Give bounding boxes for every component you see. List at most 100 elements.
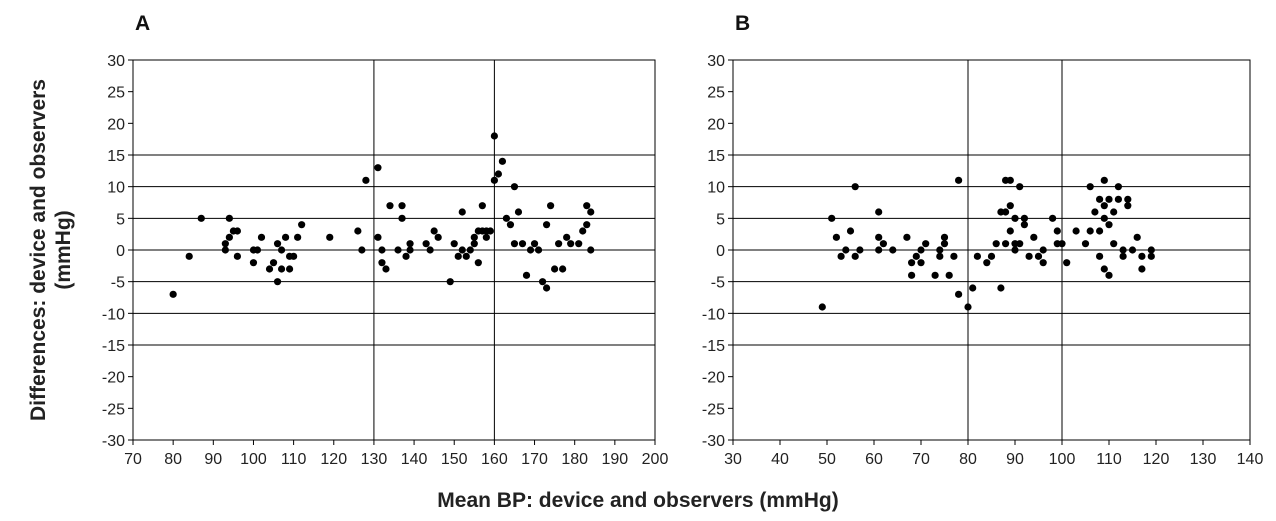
data-point xyxy=(498,157,507,165)
data-point xyxy=(1006,227,1014,235)
data-point xyxy=(583,202,591,210)
data-point xyxy=(474,259,482,267)
data-point xyxy=(1147,252,1155,260)
data-point xyxy=(454,252,462,260)
data-point xyxy=(1039,246,1047,254)
x-tick-label: 100 xyxy=(240,451,267,468)
x-tick-label: 150 xyxy=(441,451,468,468)
x-tick-label: 90 xyxy=(204,451,222,468)
y-tick-label: 25 xyxy=(107,85,125,102)
data-point xyxy=(422,240,430,248)
panel-label: B xyxy=(735,12,750,35)
data-point xyxy=(1034,252,1043,260)
data-point xyxy=(249,259,258,267)
data-point xyxy=(197,214,205,222)
x-tick-label: 120 xyxy=(1143,451,1170,468)
data-point xyxy=(828,214,836,222)
data-point xyxy=(514,208,523,216)
y-tick-label: 30 xyxy=(707,53,725,70)
x-tick-label: 200 xyxy=(642,451,669,468)
data-point xyxy=(583,221,591,229)
data-point xyxy=(1025,252,1033,260)
data-point xyxy=(856,246,864,254)
data-point xyxy=(1147,246,1155,254)
data-point xyxy=(818,303,826,311)
data-point xyxy=(1086,227,1094,235)
data-point xyxy=(398,202,406,210)
data-point xyxy=(1030,233,1038,241)
data-point xyxy=(1081,240,1090,248)
y-tick-label: -5 xyxy=(111,275,125,292)
data-point xyxy=(997,284,1005,292)
data-point xyxy=(908,259,916,267)
data-point xyxy=(551,265,559,273)
data-point xyxy=(253,246,262,254)
data-point xyxy=(354,227,362,235)
data-point xyxy=(482,233,490,241)
data-point xyxy=(494,170,502,178)
x-tick-label: 30 xyxy=(724,451,742,468)
data-point xyxy=(506,221,515,229)
data-point xyxy=(470,233,478,241)
data-point xyxy=(398,214,406,222)
data-point xyxy=(1100,265,1108,273)
y-tick-label: -30 xyxy=(702,433,725,450)
data-point xyxy=(851,252,859,260)
y-tick-label: 20 xyxy=(107,116,125,133)
x-tick-label: 90 xyxy=(1006,451,1024,468)
data-point xyxy=(555,240,563,248)
data-point xyxy=(1053,227,1061,235)
data-point xyxy=(542,284,551,292)
y-tick-label: 25 xyxy=(707,85,725,102)
y-tick-label: 30 xyxy=(107,53,125,70)
x-tick-label: 50 xyxy=(818,451,836,468)
data-point xyxy=(842,246,850,254)
y-tick-label: 15 xyxy=(707,148,725,165)
x-tick-label: 140 xyxy=(1237,451,1264,468)
x-tick-label: 130 xyxy=(361,451,388,468)
x-tick-label: 120 xyxy=(320,451,347,468)
data-point xyxy=(567,240,575,248)
data-point xyxy=(1011,246,1019,254)
data-point xyxy=(426,246,434,254)
data-point xyxy=(374,164,382,172)
data-point xyxy=(286,265,294,273)
y-tick-label: 0 xyxy=(716,243,725,260)
data-point xyxy=(534,246,543,254)
data-point xyxy=(1110,208,1118,216)
data-point xyxy=(378,246,386,254)
data-point xyxy=(955,176,963,184)
panel-label: A xyxy=(135,12,150,35)
data-point xyxy=(221,240,229,248)
data-point xyxy=(940,233,949,241)
data-point xyxy=(875,208,883,216)
data-point xyxy=(936,246,944,254)
data-point xyxy=(879,240,888,248)
data-point xyxy=(903,233,911,241)
data-point xyxy=(1100,214,1108,222)
data-point xyxy=(394,246,402,254)
y-axis-title-line1: Differences: device and observers xyxy=(27,79,50,421)
data-point xyxy=(1128,246,1137,254)
data-point xyxy=(846,227,855,235)
data-point xyxy=(490,176,498,184)
data-point xyxy=(290,252,298,260)
data-point xyxy=(446,278,454,286)
data-point xyxy=(298,221,306,229)
data-point xyxy=(510,240,519,248)
y-tick-label: 5 xyxy=(716,211,725,228)
data-point xyxy=(225,233,233,241)
data-point xyxy=(294,233,302,241)
x-tick-label: 70 xyxy=(124,451,142,468)
data-point xyxy=(362,176,370,184)
y-tick-label: 10 xyxy=(707,180,725,197)
data-point xyxy=(225,214,233,222)
data-point xyxy=(983,259,991,267)
data-point xyxy=(922,240,930,248)
data-point xyxy=(1105,221,1113,229)
x-tick-label: 140 xyxy=(401,451,428,468)
data-point xyxy=(1002,240,1010,248)
data-point xyxy=(1119,246,1127,254)
data-point xyxy=(1096,227,1104,235)
y-tick-label: 0 xyxy=(116,243,125,260)
